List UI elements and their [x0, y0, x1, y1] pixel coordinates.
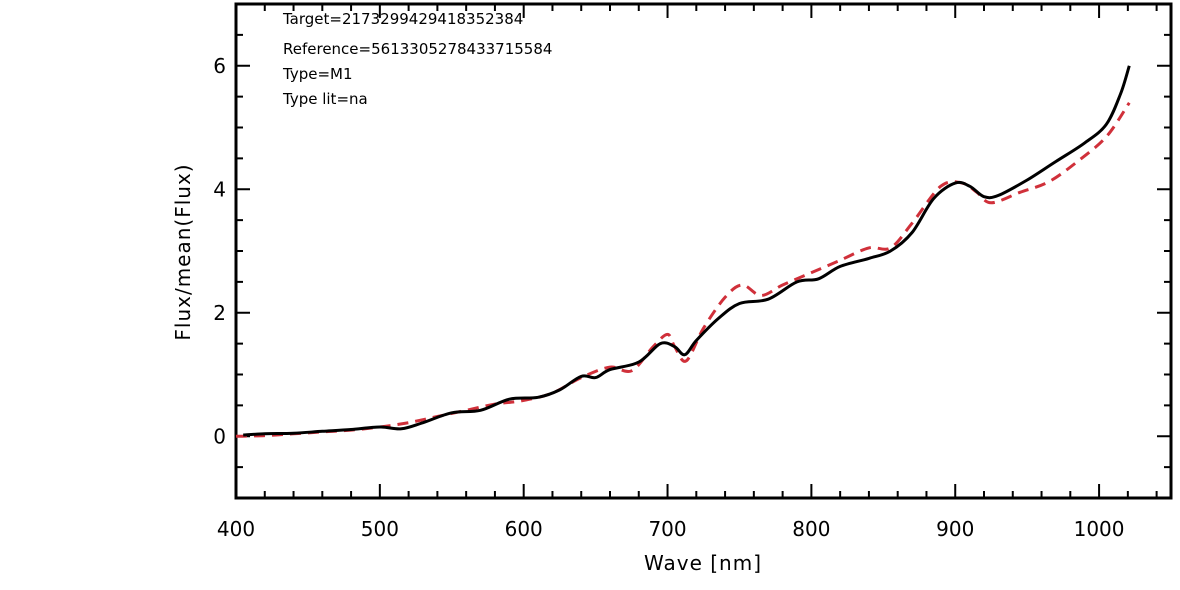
y-axis-label: Flux/mean(Flux)	[171, 163, 195, 340]
y-tick-label: 0	[213, 424, 226, 448]
x-axis-label: Wave [nm]	[644, 551, 762, 575]
x-tick-label: 800	[792, 517, 830, 541]
tick-labels: 400 500 600 700 800 900 1000 0 2 4 6	[213, 54, 1124, 541]
annotations: Target=2173299429418352384 Reference=561…	[282, 10, 552, 108]
y-tick-label: 4	[213, 177, 226, 201]
series-layer	[235, 65, 1131, 438]
x-tick-label: 1000	[1074, 517, 1125, 541]
annotation-target: Target=2173299429418352384	[282, 10, 523, 28]
annotation-type: Type=M1	[282, 65, 353, 83]
series-line-target	[243, 65, 1131, 437]
x-tick-label: 900	[936, 517, 974, 541]
series-line-reference	[235, 101, 1131, 438]
x-tick-label: 400	[217, 517, 255, 541]
y-tick-label: 2	[213, 301, 226, 325]
x-tick-label: 700	[648, 517, 686, 541]
annotation-reference: Reference=5613305278433715584	[283, 40, 552, 58]
plot-frame	[234, 2, 1173, 500]
x-tick-label: 500	[361, 517, 399, 541]
x-tick-label: 600	[505, 517, 543, 541]
axis-ticks	[235, 3, 1171, 499]
annotation-type-lit: Type lit=na	[282, 90, 368, 108]
y-tick-label: 6	[213, 54, 226, 78]
